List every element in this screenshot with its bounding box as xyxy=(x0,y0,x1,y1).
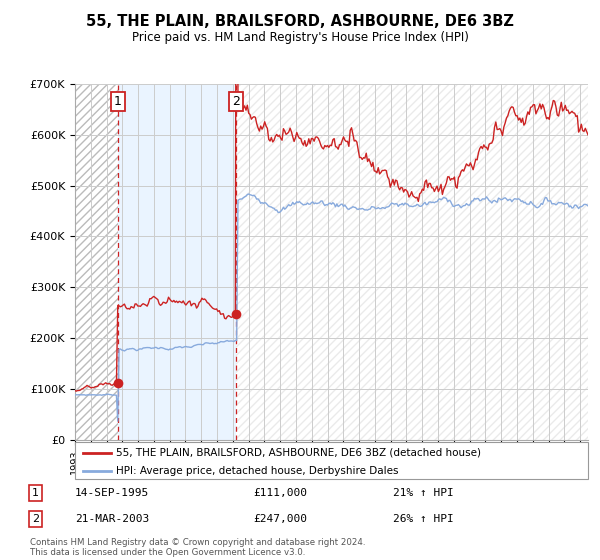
Text: 2: 2 xyxy=(32,514,39,524)
Text: 21% ↑ HPI: 21% ↑ HPI xyxy=(392,488,454,498)
Bar xyxy=(75,84,118,440)
Text: 21-MAR-2003: 21-MAR-2003 xyxy=(74,514,149,524)
Text: £247,000: £247,000 xyxy=(253,514,307,524)
Text: 55, THE PLAIN, BRAILSFORD, ASHBOURNE, DE6 3BZ (detached house): 55, THE PLAIN, BRAILSFORD, ASHBOURNE, DE… xyxy=(116,447,481,458)
Text: 55, THE PLAIN, BRAILSFORD, ASHBOURNE, DE6 3BZ: 55, THE PLAIN, BRAILSFORD, ASHBOURNE, DE… xyxy=(86,14,514,29)
Text: £111,000: £111,000 xyxy=(253,488,307,498)
Bar xyxy=(118,84,236,440)
Text: 14-SEP-1995: 14-SEP-1995 xyxy=(74,488,149,498)
Text: Price paid vs. HM Land Registry's House Price Index (HPI): Price paid vs. HM Land Registry's House … xyxy=(131,31,469,44)
Text: Contains HM Land Registry data © Crown copyright and database right 2024.
This d: Contains HM Land Registry data © Crown c… xyxy=(30,538,365,557)
Text: 2: 2 xyxy=(232,95,240,108)
Text: 26% ↑ HPI: 26% ↑ HPI xyxy=(392,514,454,524)
Text: 1: 1 xyxy=(114,95,122,108)
Text: 1: 1 xyxy=(32,488,39,498)
FancyBboxPatch shape xyxy=(75,442,588,479)
Text: HPI: Average price, detached house, Derbyshire Dales: HPI: Average price, detached house, Derb… xyxy=(116,466,398,476)
Bar xyxy=(236,84,588,440)
